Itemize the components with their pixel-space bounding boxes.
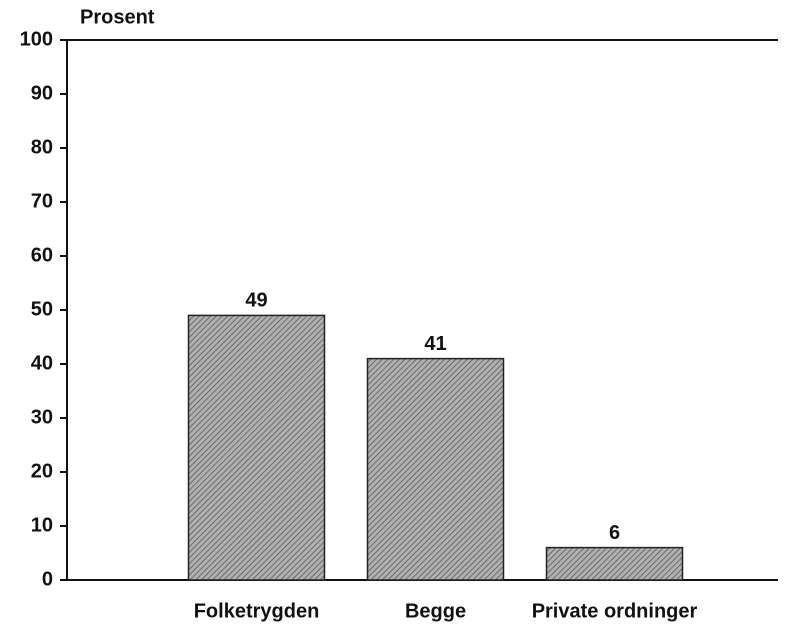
y-tick-label: 70 (31, 190, 53, 212)
y-tick-label: 40 (31, 352, 53, 374)
y-tick-label: 60 (31, 244, 53, 266)
y-axis-label: Prosent (80, 6, 155, 28)
y-tick-label: 0 (42, 568, 53, 590)
y-tick-label: 80 (31, 136, 53, 158)
y-tick-label: 20 (31, 460, 53, 482)
y-tick-label: 100 (20, 28, 53, 50)
data-label: 49 (245, 290, 267, 312)
y-tick-label: 30 (31, 406, 53, 428)
bar (187, 314, 326, 581)
y-tick-label: 90 (31, 82, 53, 104)
y-tick-label: 50 (31, 298, 53, 320)
x-tick-label: Begge (405, 600, 466, 622)
data-label: 6 (609, 522, 620, 544)
data-label: 41 (424, 333, 446, 355)
bar (366, 357, 505, 581)
x-tick-label: Folketrygden (194, 600, 320, 622)
x-tick-label: Private ordninger (532, 600, 698, 622)
bar (545, 546, 684, 581)
y-tick-label: 10 (31, 514, 53, 536)
